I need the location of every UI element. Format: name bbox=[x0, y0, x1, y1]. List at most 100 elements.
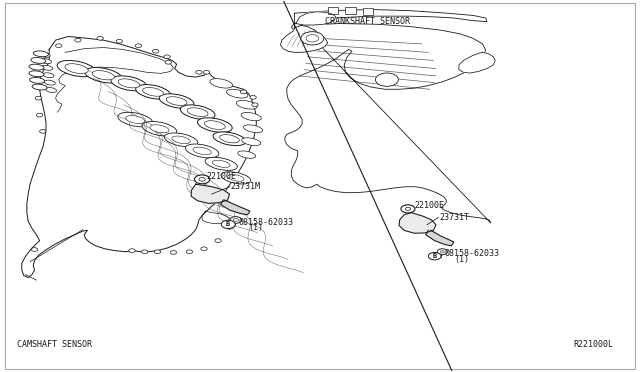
Polygon shape bbox=[191, 184, 230, 203]
Ellipse shape bbox=[188, 108, 208, 116]
Ellipse shape bbox=[164, 133, 198, 147]
Text: B: B bbox=[433, 253, 437, 259]
Ellipse shape bbox=[32, 84, 47, 90]
Ellipse shape bbox=[241, 112, 261, 121]
Circle shape bbox=[437, 249, 447, 255]
Ellipse shape bbox=[143, 87, 163, 96]
Circle shape bbox=[36, 113, 43, 117]
Ellipse shape bbox=[118, 112, 152, 127]
Ellipse shape bbox=[236, 100, 257, 109]
Ellipse shape bbox=[213, 132, 246, 145]
Ellipse shape bbox=[212, 160, 230, 167]
Ellipse shape bbox=[29, 64, 44, 70]
Circle shape bbox=[165, 61, 172, 64]
Polygon shape bbox=[399, 212, 436, 233]
Circle shape bbox=[204, 70, 210, 74]
Text: CRANKSHAFT SENSOR: CRANKSHAFT SENSOR bbox=[325, 17, 410, 26]
Circle shape bbox=[135, 44, 141, 48]
Polygon shape bbox=[285, 23, 491, 223]
Ellipse shape bbox=[57, 61, 96, 77]
Polygon shape bbox=[426, 230, 454, 246]
Circle shape bbox=[116, 39, 122, 43]
Text: (1): (1) bbox=[248, 223, 264, 232]
Ellipse shape bbox=[166, 97, 187, 105]
Circle shape bbox=[440, 251, 444, 253]
Circle shape bbox=[301, 32, 324, 45]
Circle shape bbox=[234, 218, 239, 221]
Ellipse shape bbox=[33, 51, 49, 57]
Circle shape bbox=[241, 90, 246, 94]
Polygon shape bbox=[280, 25, 328, 52]
Circle shape bbox=[230, 217, 242, 223]
Text: 08158-62033: 08158-62033 bbox=[239, 218, 293, 227]
Ellipse shape bbox=[84, 67, 122, 83]
Text: 22100E: 22100E bbox=[414, 201, 444, 211]
Circle shape bbox=[376, 73, 398, 86]
Circle shape bbox=[97, 36, 103, 40]
Ellipse shape bbox=[244, 125, 262, 133]
Polygon shape bbox=[291, 10, 487, 30]
Circle shape bbox=[428, 253, 441, 260]
Ellipse shape bbox=[136, 84, 170, 99]
Text: 08158-62033: 08158-62033 bbox=[445, 249, 500, 258]
Ellipse shape bbox=[210, 78, 232, 88]
Text: CAMSHAFT SENSOR: CAMSHAFT SENSOR bbox=[17, 340, 92, 349]
Circle shape bbox=[31, 248, 38, 251]
Ellipse shape bbox=[150, 125, 169, 133]
Ellipse shape bbox=[111, 76, 147, 91]
Ellipse shape bbox=[43, 73, 54, 78]
Bar bbox=[363, 8, 373, 15]
Polygon shape bbox=[22, 36, 256, 278]
Polygon shape bbox=[296, 12, 336, 25]
Bar bbox=[346, 7, 356, 13]
Circle shape bbox=[129, 249, 135, 253]
Ellipse shape bbox=[159, 94, 194, 108]
Circle shape bbox=[306, 35, 319, 42]
Ellipse shape bbox=[205, 157, 237, 170]
Ellipse shape bbox=[186, 144, 219, 158]
Ellipse shape bbox=[44, 80, 55, 85]
Ellipse shape bbox=[29, 71, 44, 77]
Circle shape bbox=[215, 239, 221, 243]
Ellipse shape bbox=[221, 172, 251, 184]
Circle shape bbox=[250, 96, 256, 99]
Ellipse shape bbox=[172, 136, 190, 144]
Circle shape bbox=[35, 96, 42, 100]
Ellipse shape bbox=[198, 118, 232, 132]
Circle shape bbox=[201, 247, 207, 251]
Circle shape bbox=[195, 175, 210, 184]
Circle shape bbox=[186, 250, 193, 254]
Circle shape bbox=[141, 250, 148, 254]
Circle shape bbox=[75, 38, 81, 42]
Circle shape bbox=[401, 205, 415, 213]
Ellipse shape bbox=[39, 52, 50, 57]
Circle shape bbox=[227, 225, 233, 229]
Text: (1): (1) bbox=[454, 254, 469, 264]
Ellipse shape bbox=[193, 147, 211, 155]
Text: 22100E: 22100E bbox=[207, 172, 237, 181]
Ellipse shape bbox=[227, 89, 248, 98]
Ellipse shape bbox=[40, 59, 51, 64]
Ellipse shape bbox=[242, 138, 260, 145]
Ellipse shape bbox=[142, 122, 177, 136]
Bar bbox=[328, 7, 338, 13]
Ellipse shape bbox=[237, 151, 255, 158]
Circle shape bbox=[56, 44, 62, 48]
Circle shape bbox=[196, 70, 202, 74]
Ellipse shape bbox=[180, 105, 215, 119]
Circle shape bbox=[221, 220, 236, 228]
Ellipse shape bbox=[228, 174, 244, 181]
Circle shape bbox=[154, 250, 161, 254]
Circle shape bbox=[152, 49, 159, 53]
Circle shape bbox=[199, 177, 205, 181]
Text: R221000L: R221000L bbox=[573, 340, 613, 349]
Ellipse shape bbox=[92, 71, 115, 80]
Circle shape bbox=[164, 55, 170, 59]
Text: 23731M: 23731M bbox=[231, 182, 260, 191]
Ellipse shape bbox=[220, 135, 239, 143]
Ellipse shape bbox=[42, 65, 52, 70]
Polygon shape bbox=[459, 52, 495, 73]
Text: 23731T: 23731T bbox=[440, 213, 470, 222]
Circle shape bbox=[252, 103, 258, 107]
Polygon shape bbox=[221, 200, 250, 215]
